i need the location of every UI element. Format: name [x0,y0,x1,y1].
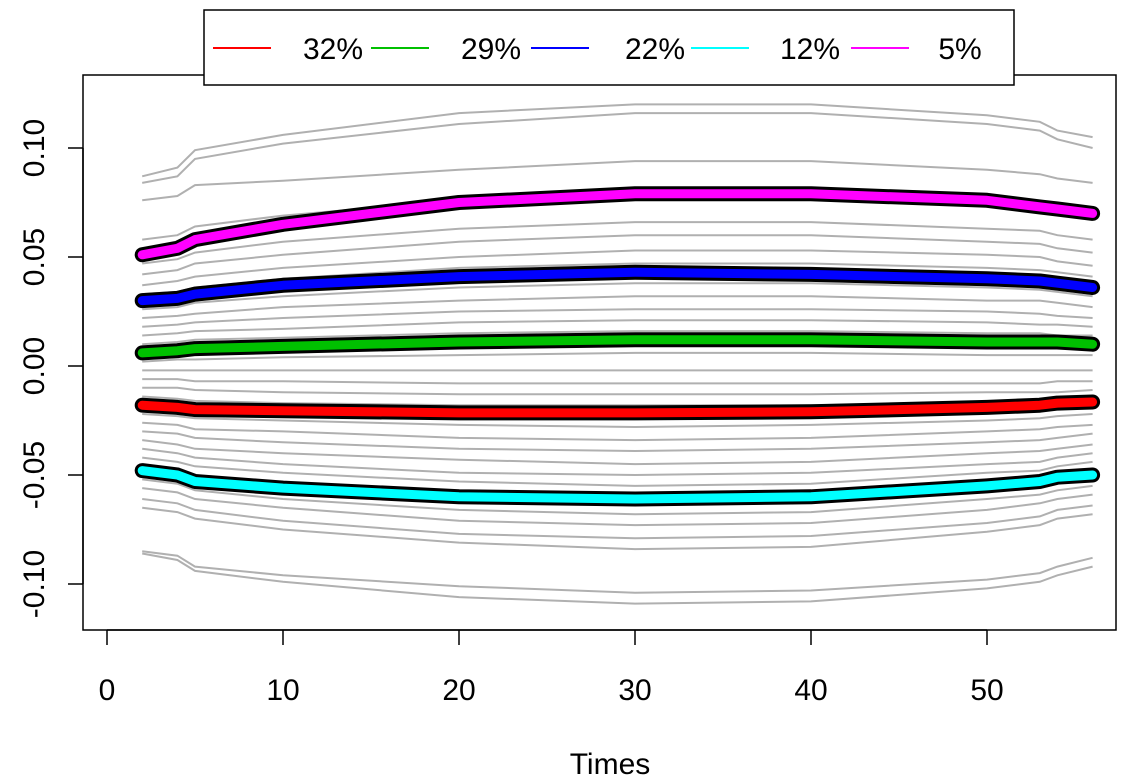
legend: 32% 29% 22% 12% 5% [203,9,1015,86]
background-series-line [142,351,1093,363]
background-series-line [142,439,1093,466]
legend-label: 22% [625,33,685,66]
background-series-line [142,330,1093,346]
y-tick-label: 0.00 [18,337,51,395]
series-line [137,189,1098,260]
background-series-line [142,249,1093,287]
background-series-line [142,478,1093,516]
x-tick-label: 50 [970,674,1003,707]
y-tick-label: 0.05 [18,228,51,286]
background-series-line [142,308,1093,328]
background-series-line [142,506,1093,551]
background-series-group [141,103,1093,605]
x-tick-label: 30 [618,674,651,707]
legend-label: 12% [780,33,840,66]
series-line [137,397,1098,418]
series-line [137,267,1098,306]
background-series-line [142,421,1093,442]
background-series-line [141,103,1093,178]
x-axis: 0 10 20 30 40 50 [99,629,1004,707]
series-line [137,335,1098,358]
background-series-line [142,456,1093,487]
series-line [137,466,1098,504]
y-tick-label: -0.10 [18,550,51,618]
legend-label: 32% [303,33,363,66]
x-tick-label: 0 [99,674,116,707]
x-axis-label: Times [570,748,651,778]
legend-label: 5% [938,33,981,66]
y-tick-label: 0.10 [18,119,51,177]
background-series-line [142,552,1093,605]
background-series-line [142,282,1093,311]
y-axis: -0.10 -0.05 0.00 0.05 0.10 [18,119,84,618]
background-series-line [142,295,1093,319]
background-series-line [142,386,1093,396]
x-tick-label: 20 [442,674,475,707]
background-series-line [142,221,1093,265]
highlighted-series-group [134,186,1101,507]
x-tick-label: 40 [794,674,827,707]
x-tick-label: 10 [266,674,299,707]
background-series-line [142,430,1093,453]
background-series-line [142,378,1093,385]
background-series-line [142,160,1093,202]
y-tick-label: -0.05 [18,441,51,509]
background-series-line [142,487,1093,527]
background-series-line [142,413,1093,429]
background-series-line [142,498,1093,540]
background-series-line [142,234,1093,276]
background-series-line [142,112,1093,184]
background-series-line [142,550,1093,594]
legend-label: 29% [461,33,521,66]
background-series-line [142,447,1093,477]
background-series-line [142,319,1093,337]
